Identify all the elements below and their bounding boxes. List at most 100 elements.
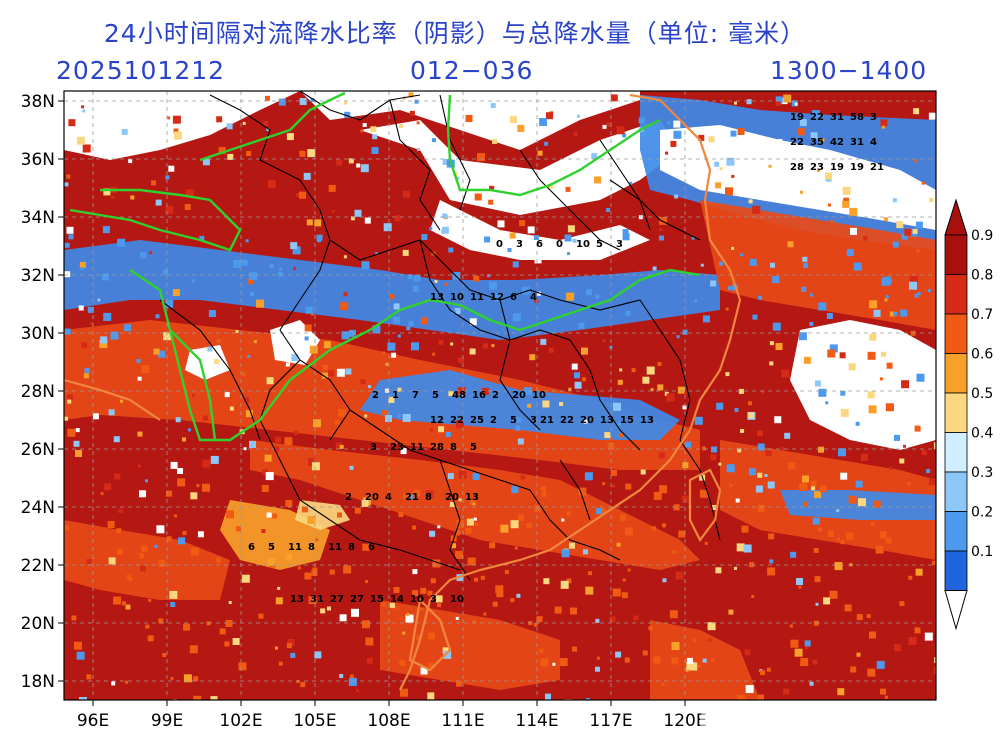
shade-pixel xyxy=(343,565,352,574)
shade-pixel xyxy=(192,394,195,398)
precip-value: 2 xyxy=(372,390,379,401)
shade-pixel xyxy=(682,462,689,469)
shade-pixel xyxy=(126,574,131,579)
precip-value: 4 xyxy=(530,292,537,303)
shade-pixel xyxy=(297,566,301,570)
shade-pixel xyxy=(375,252,379,256)
shade-pixel xyxy=(310,98,315,103)
shade-pixel xyxy=(873,500,881,508)
shade-pixel xyxy=(825,172,832,180)
shade-pixel xyxy=(473,275,480,282)
shade-pixel xyxy=(760,670,765,676)
shade-pixel xyxy=(364,414,368,418)
shade-pixel xyxy=(315,538,319,542)
lat-label: 28N xyxy=(21,382,55,402)
shade-pixel xyxy=(236,526,241,532)
shade-pixel xyxy=(80,267,84,271)
shade-pixel xyxy=(243,447,247,451)
shade-pixel xyxy=(646,366,655,375)
shade-pixel xyxy=(839,352,846,359)
shade-pixel xyxy=(242,121,246,125)
ratio-shading-layers xyxy=(64,91,936,700)
shade-pixel xyxy=(738,388,744,394)
shade-pixel xyxy=(487,274,491,278)
precip-value: 22 xyxy=(450,415,464,426)
shade-pixel xyxy=(158,559,166,567)
shade-pixel xyxy=(870,521,875,526)
shade-pixel xyxy=(758,295,763,300)
shade-pixel xyxy=(185,189,194,198)
shade-pixel xyxy=(191,279,195,283)
shade-pixel xyxy=(258,613,264,619)
shade-pixel xyxy=(153,348,160,355)
shade-pixel xyxy=(339,444,344,449)
precip-value: 15 xyxy=(370,594,384,605)
precip-value: 3 xyxy=(516,239,523,250)
precip-value: 27 xyxy=(330,594,344,605)
shade-pixel xyxy=(883,217,888,222)
shade-pixel xyxy=(262,469,269,476)
shade-pixel xyxy=(361,499,369,507)
province-border-0 xyxy=(209,94,441,261)
shade-pixel xyxy=(170,461,178,469)
shade-pixel xyxy=(569,542,575,549)
shade-pixel xyxy=(869,300,878,309)
colorbar-label: 0.6 xyxy=(971,347,993,363)
lat-label: 24N xyxy=(21,498,55,518)
shade-pixel xyxy=(334,419,340,425)
shade-pixel xyxy=(216,116,223,123)
shade-pixel xyxy=(520,475,525,480)
shade-pixel xyxy=(455,550,463,559)
shade-pixel xyxy=(927,289,931,293)
shade-pixel xyxy=(619,514,626,521)
shade-pixel xyxy=(800,190,803,194)
shade-pixel xyxy=(188,428,191,432)
shade-pixel xyxy=(840,408,849,417)
shade-pixel xyxy=(924,632,933,641)
shade-pixel xyxy=(827,349,836,358)
shade-pixel xyxy=(909,275,918,284)
shade-pixel xyxy=(719,261,724,266)
shade-pixel xyxy=(117,238,126,247)
shade-pixel xyxy=(467,557,474,564)
shade-pixel xyxy=(241,574,250,583)
shade-pixel xyxy=(155,199,162,206)
shade-pixel xyxy=(293,267,297,271)
shade-pixel xyxy=(477,153,485,162)
shade-pixel xyxy=(768,533,775,540)
precip-value: 3 xyxy=(616,239,623,250)
shade-pixel xyxy=(405,614,414,623)
shade-pixel xyxy=(344,111,351,118)
coastline-path-0 xyxy=(399,93,742,691)
shade-pixel xyxy=(218,147,226,155)
shade-pixel xyxy=(151,180,157,186)
shade-pixel xyxy=(849,207,858,216)
shade-pixel xyxy=(534,299,539,303)
shade-pixel xyxy=(775,343,783,350)
shade-pixel xyxy=(818,527,823,532)
shade-pixel xyxy=(875,545,884,554)
shade-pixel xyxy=(122,601,126,606)
shade-pixel xyxy=(811,110,820,119)
shade-pixel xyxy=(653,491,662,500)
shade-pixel xyxy=(104,146,110,153)
precip-value: 23 xyxy=(390,442,404,453)
ratio-blob-8 xyxy=(360,370,680,440)
shade-pixel xyxy=(867,351,876,360)
shade-pixel xyxy=(726,157,735,166)
shade-pixel xyxy=(545,693,551,700)
shade-pixel xyxy=(322,364,328,370)
precip-value: 13 xyxy=(465,492,479,503)
shade-pixel xyxy=(345,368,352,375)
shade-pixel xyxy=(279,267,283,271)
shade-pixel xyxy=(407,274,413,280)
shade-pixel xyxy=(516,417,522,423)
shade-pixel xyxy=(116,548,123,555)
shade-pixel xyxy=(889,311,895,317)
shade-pixel xyxy=(437,525,441,529)
shade-pixel xyxy=(774,416,782,424)
shade-pixel xyxy=(840,390,846,396)
shade-pixel xyxy=(86,559,92,564)
shade-pixel xyxy=(442,159,449,165)
